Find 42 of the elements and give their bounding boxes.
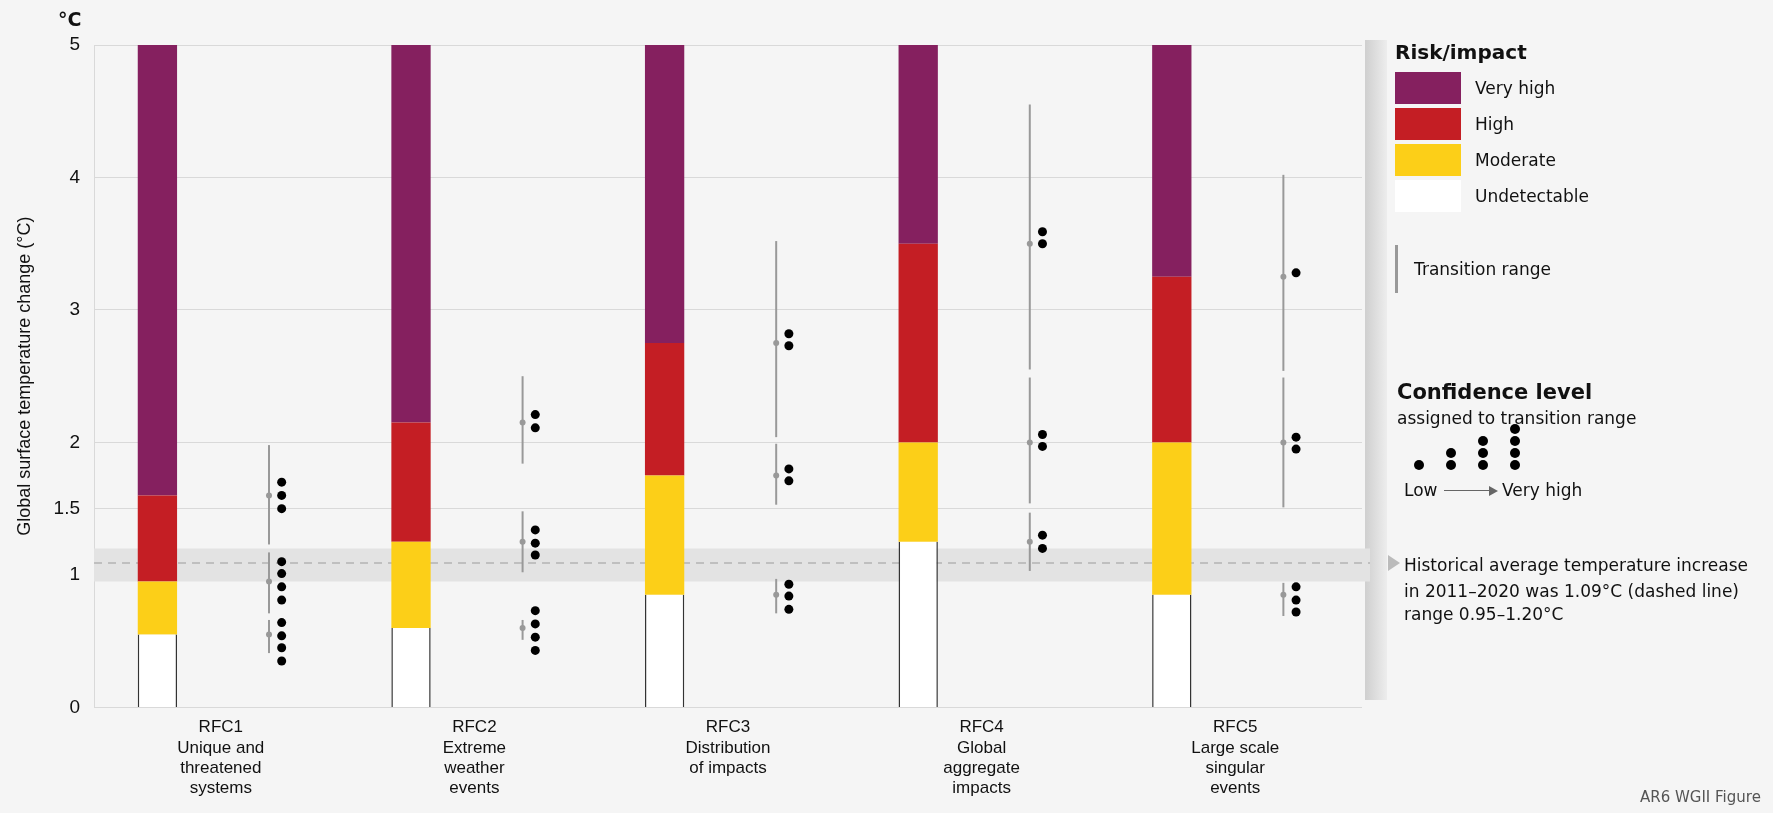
bar: [137, 495, 178, 582]
text: Transition range: [1414, 259, 1552, 279]
bar: [137, 45, 178, 496]
x-tick-label: RFC3 Distribution of impacts: [685, 717, 771, 778]
legend-label: High: [1475, 114, 1515, 134]
y-tick-label: 2: [69, 430, 81, 452]
y-axis-title: Global surface temperature change (°C): [13, 216, 34, 536]
x-tick-label: RFC4 Global aggregate impacts: [943, 717, 1020, 798]
bar: [137, 581, 178, 635]
text: assigned to transition range: [1397, 408, 1637, 428]
bar: [1152, 45, 1192, 277]
bar: [898, 45, 938, 244]
x-tick-label: RFC5 Large scale singular events: [1191, 717, 1280, 798]
legend-label: Historical average temperature increase in 2011–2020 was 1.09°C (dashed line): [1404, 554, 1749, 603]
y-tick-label: 5: [69, 33, 81, 55]
y-tick-label: 0: [69, 695, 81, 717]
text: Confidence level: [1397, 380, 1593, 404]
text: AR6 WGII Figure: [1640, 788, 1761, 806]
bar: [644, 45, 685, 344]
y-tick-label: 1.5: [53, 496, 81, 518]
bar: [391, 45, 431, 423]
bar: [898, 442, 938, 542]
text: °C: [58, 8, 82, 30]
text: Very high: [1502, 480, 1583, 500]
bar: [644, 343, 685, 476]
bar: [644, 475, 685, 595]
legend-label: Moderate: [1475, 150, 1556, 170]
x-tick-label: RFC1 Unique and threatened systems: [177, 717, 265, 798]
band-label: range 0.95–1.20°C: [1404, 603, 1564, 624]
bar: [391, 422, 431, 542]
bar: [1152, 276, 1192, 443]
bar: [391, 541, 431, 628]
y-tick-label: 1: [69, 563, 81, 585]
text: Low: [1404, 480, 1438, 500]
y-tick-label: 3: [69, 298, 81, 320]
x-tick-label: RFC2 Extreme weather events: [442, 717, 507, 798]
legend-title: Risk/impact: [1395, 40, 1528, 64]
bar: [1152, 442, 1192, 595]
legend-label: Very high: [1475, 78, 1556, 98]
bar: [898, 243, 938, 443]
legend-label: Undetectable: [1475, 186, 1589, 206]
y-tick-label: 4: [69, 165, 81, 187]
